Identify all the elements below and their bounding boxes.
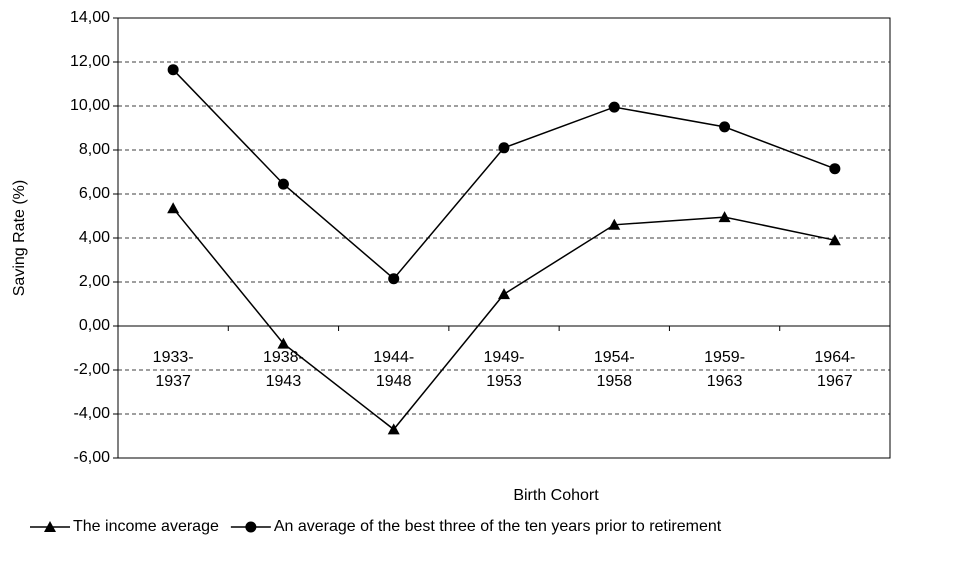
y-tick-label: 0,00 [79,317,110,334]
marker [498,288,510,300]
marker [277,178,289,190]
y-tick-label: 6,00 [79,185,110,202]
x-tick-label: 1954- [594,349,635,366]
y-tick-label: -2,00 [74,361,111,378]
x-tick-label: 1938- [263,349,304,366]
marker [388,273,400,285]
marker [608,218,621,230]
x-tick-label: 1944- [373,349,414,366]
marker [608,101,620,113]
y-tick-label: 8,00 [79,141,110,158]
marker [167,64,179,76]
x-tick-label: 1949- [484,349,525,366]
plot-frame [117,17,891,459]
x-tick-label: 1937 [155,373,191,390]
y-tick-label: 4,00 [79,229,110,246]
y-tick-label: -4,00 [74,405,111,422]
marker [277,337,290,349]
x-tick-label: 1948 [376,373,412,390]
legend-marker [245,521,257,533]
marker [719,121,731,133]
legend-label: The income average [73,518,219,535]
y-tick-label: -6,00 [74,449,111,466]
marker [498,142,510,154]
marker [387,423,400,435]
legend-marker [44,521,56,532]
x-tick-label: 1943 [266,373,302,390]
x-tick-label: 1958 [596,373,632,390]
y-tick-label: 10,00 [70,97,110,114]
y-tick-label: 14,00 [70,9,110,26]
y-tick-label: 12,00 [70,53,110,70]
x-tick-label: 1953 [486,373,522,390]
x-tick-label: 1959- [704,349,745,366]
y-axis-title: Saving Rate (%) [11,180,28,297]
legend-label: An average of the best three of the ten … [274,518,722,535]
marker [167,202,180,214]
x-tick-label: 1933- [153,349,194,366]
marker [718,211,731,223]
y-tick-label: 2,00 [79,273,110,290]
line [172,207,836,431]
line [172,69,836,280]
marker [829,163,841,175]
x-tick-label: 1967 [817,373,853,390]
x-tick-label: 1963 [707,373,743,390]
x-tick-label: 1964- [814,349,855,366]
x-axis-title: Birth Cohort [513,487,599,504]
marker [828,234,841,246]
